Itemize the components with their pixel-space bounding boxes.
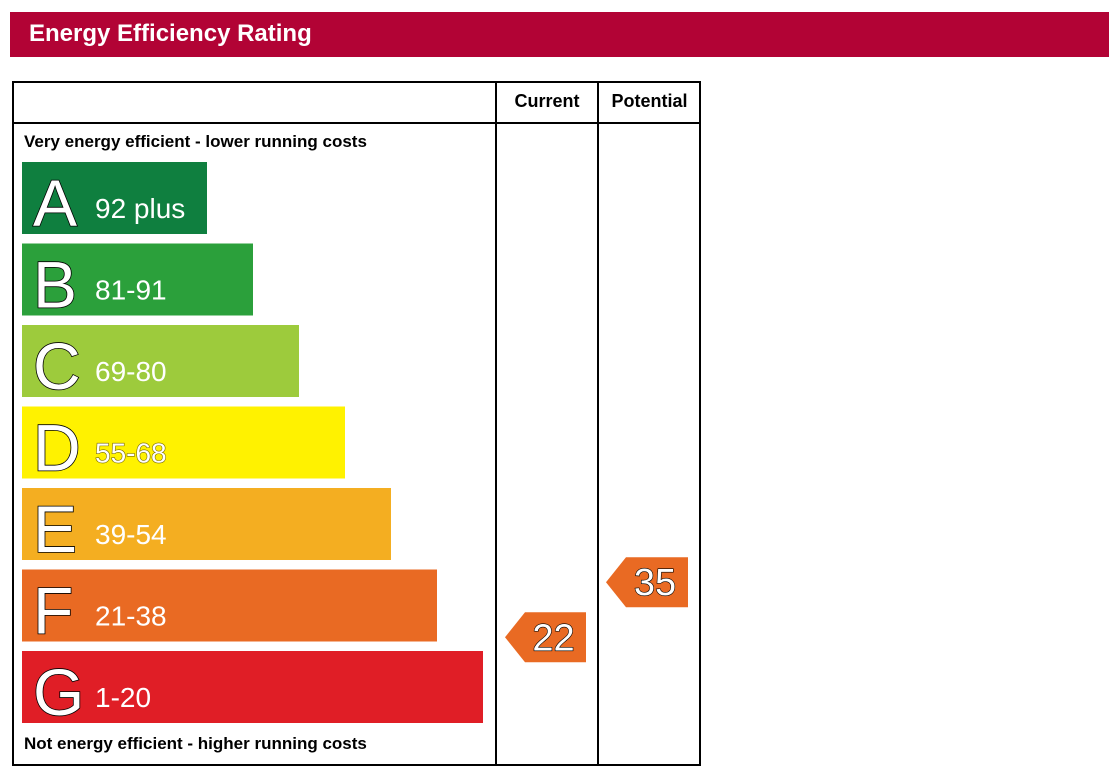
band-bar-d — [22, 406, 345, 479]
page-title: Energy Efficiency Rating — [29, 20, 312, 47]
band-range-c: 69-80 — [95, 356, 167, 387]
band-range-a: 92 plus — [95, 193, 185, 224]
band-letter-d: D — [33, 411, 81, 485]
band-letter-g: G — [33, 655, 84, 729]
column-header-potential: Potential — [611, 91, 688, 111]
current-rating-value: 22 — [532, 617, 574, 659]
band-letter-e: E — [33, 492, 77, 566]
band-range-e: 39-54 — [95, 519, 167, 550]
band-range-g: 1-20 — [95, 682, 151, 713]
band-letter-c: C — [33, 329, 81, 403]
band-range-b: 81-91 — [95, 275, 167, 306]
current-rating-arrow — [505, 612, 586, 663]
rating-table: Current Potential Very energy efficient … — [12, 81, 701, 766]
band-bar-g — [22, 651, 483, 723]
band-letter-f: F — [33, 574, 73, 648]
band-letter-a: A — [33, 166, 77, 240]
efficient-note: Very energy efficient - lower running co… — [24, 132, 367, 151]
band-bar-b — [22, 243, 253, 316]
title-bar: Energy Efficiency Rating — [10, 12, 1109, 57]
header-divider — [14, 122, 699, 124]
band-bar-c — [22, 325, 299, 397]
band-range-d: 55-68 — [95, 438, 167, 469]
column-divider-potential — [597, 83, 599, 764]
potential-rating-arrow — [606, 557, 688, 608]
column-header-current: Current — [514, 91, 580, 111]
inefficient-note: Not energy efficient - higher running co… — [24, 734, 367, 753]
band-letter-b: B — [33, 248, 77, 322]
band-bar-f — [22, 569, 437, 642]
column-divider-current — [495, 83, 497, 764]
potential-rating-value: 35 — [634, 562, 676, 604]
band-bar-e — [22, 488, 391, 560]
band-range-f: 21-38 — [95, 601, 167, 632]
band-bar-a — [22, 162, 207, 234]
